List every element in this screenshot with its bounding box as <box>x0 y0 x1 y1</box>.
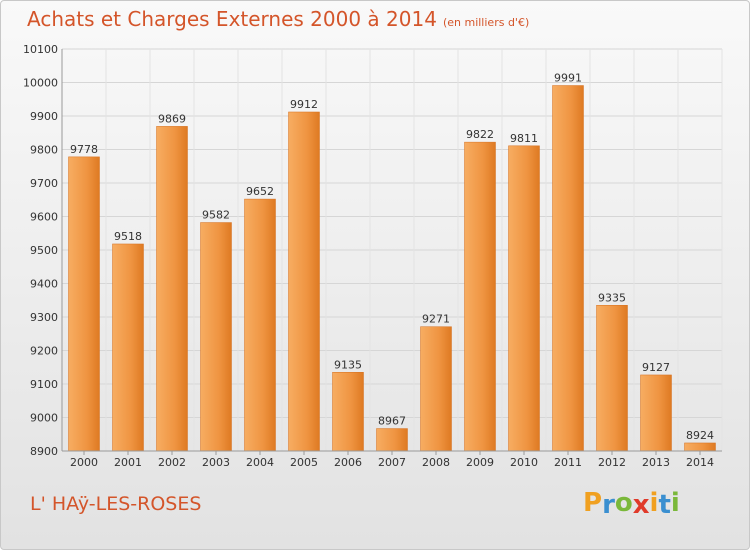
y-tick-label: 9400 <box>30 278 58 291</box>
bar-value-label: 8924 <box>686 429 714 442</box>
bar <box>640 374 672 452</box>
x-tick-label: 2003 <box>202 456 230 469</box>
axes: 8900 9000 9100 9200 9300 9400 9500 9600 9700 9800… <box>23 43 722 469</box>
x-tick-label: 2007 <box>378 456 406 469</box>
chart-unit: (en milliers d'€) <box>442 16 530 29</box>
bar-value-label: 9778 <box>70 143 98 156</box>
bar-value-label: 9582 <box>202 209 230 222</box>
logo-letter: t <box>658 490 671 520</box>
bar-value-label: 9518 <box>114 230 142 243</box>
x-tick-label: 2011 <box>554 456 582 469</box>
bar-value-label: 9991 <box>554 72 582 85</box>
y-tick-label: 9000 <box>30 412 58 425</box>
x-tick-label: 2010 <box>510 456 538 469</box>
bar <box>200 222 232 452</box>
bar-value-label: 9271 <box>422 313 450 326</box>
x-tick-label: 2009 <box>466 456 494 469</box>
logo-letter: i <box>670 488 680 518</box>
bar <box>244 198 276 452</box>
x-tick-label: 2008 <box>422 456 450 469</box>
bar-value-label: 9335 <box>598 291 626 304</box>
y-tick-label: 8900 <box>30 445 58 458</box>
location-label: L' HAÿ-LES-ROSES <box>30 493 202 515</box>
y-tick-label: 9800 <box>30 144 58 157</box>
bar-value-label: 9652 <box>246 185 274 198</box>
logo-letter: i <box>649 488 659 518</box>
y-tick-label: 9200 <box>30 345 58 358</box>
bar <box>112 243 144 452</box>
y-tick-label: 9900 <box>30 110 58 123</box>
x-tick-label: 2014 <box>686 456 714 469</box>
x-tick-label: 2000 <box>70 456 98 469</box>
chart-title: Achats et Charges Externes 2000 à 2014 (e… <box>27 7 529 31</box>
bar-value-label: 9822 <box>466 128 494 141</box>
x-tick-label: 2004 <box>246 456 274 469</box>
bar <box>420 326 452 452</box>
y-tick-label: 10100 <box>23 43 58 56</box>
bar <box>332 372 364 452</box>
bar <box>376 428 408 452</box>
bar <box>684 442 716 452</box>
logo-letter: o <box>614 488 633 518</box>
bar-value-label: 8967 <box>378 415 406 428</box>
bar <box>68 156 100 452</box>
bar-value-label: 9811 <box>510 132 538 145</box>
bar <box>596 305 628 452</box>
chart-title-text: Achats et Charges Externes 2000 à 2014 <box>27 7 437 31</box>
bar-value-label: 9127 <box>642 361 670 374</box>
y-tick-label: 9600 <box>30 211 58 224</box>
bar <box>464 141 496 452</box>
y-tick-label: 9300 <box>30 311 58 324</box>
proxiti-logo: Proxiti <box>583 488 680 520</box>
logo-letter: x <box>632 490 650 520</box>
logo-letter: P <box>583 488 603 518</box>
x-tick-label: 2006 <box>334 456 362 469</box>
bar <box>156 126 188 452</box>
x-tick-label: 2002 <box>158 456 186 469</box>
x-tick-label: 2001 <box>114 456 142 469</box>
x-tick-label: 2013 <box>642 456 670 469</box>
x-tick-label: 2005 <box>290 456 318 469</box>
logo-letter: r <box>602 490 615 520</box>
y-tick-label: 9700 <box>30 177 58 190</box>
bar-value-label: 9869 <box>158 112 186 125</box>
x-tick-label: 2012 <box>598 456 626 469</box>
bar <box>288 111 320 452</box>
bar <box>552 85 584 452</box>
bar-value-label: 9912 <box>290 98 318 111</box>
y-tick-label: 9500 <box>30 244 58 257</box>
y-tick-label: 9100 <box>30 378 58 391</box>
bar-value-label: 9135 <box>334 358 362 371</box>
bar <box>508 145 540 452</box>
y-tick-label: 10000 <box>23 77 58 90</box>
bars: 9778 9518 9869 9582 9652 9912 9135 8967 9271 9822… <box>68 72 716 452</box>
